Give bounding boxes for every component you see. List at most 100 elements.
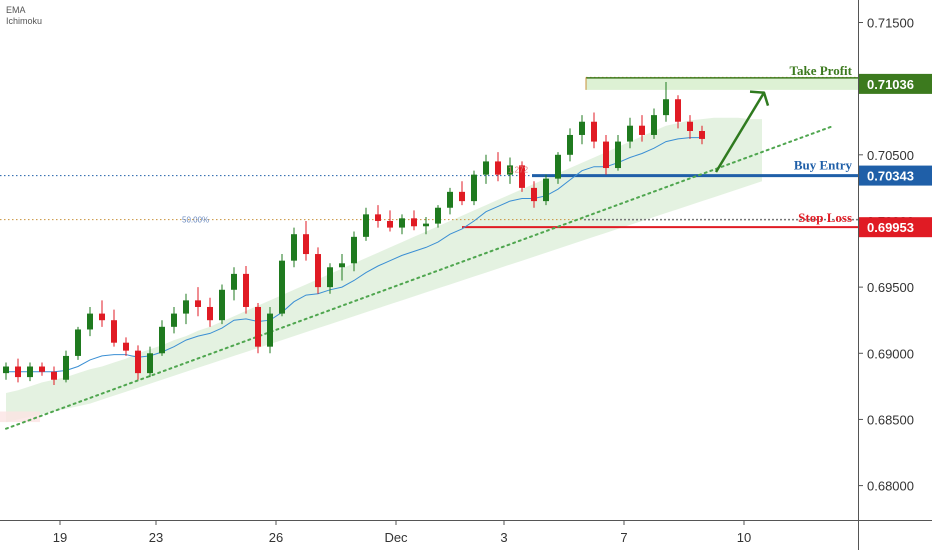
candle-body — [231, 273, 237, 290]
trendline-layer — [5, 124, 835, 430]
candle-body — [375, 214, 381, 221]
target-arrow-shaft — [714, 92, 766, 173]
candle-body — [51, 371, 57, 380]
candle-body — [615, 141, 621, 169]
target-arrow-head — [749, 90, 770, 107]
candle-body — [555, 154, 561, 179]
candle-body — [39, 366, 45, 372]
candle-body — [219, 289, 225, 321]
candle-body — [15, 366, 21, 378]
candle-body — [399, 218, 405, 228]
candle-body — [111, 320, 117, 343]
candle-body — [675, 99, 681, 122]
candle-body — [579, 121, 585, 135]
candle-body — [435, 207, 441, 224]
candle-body — [363, 214, 369, 237]
candle-body — [63, 355, 69, 380]
candle-body — [687, 121, 693, 131]
buy-entry-label: Buy Entry — [794, 158, 853, 173]
time-tick-label: 7 — [620, 530, 627, 545]
candle-body — [291, 234, 297, 261]
stop-loss-price-badge — [859, 217, 932, 238]
indicator-label: EMA — [6, 5, 26, 15]
candles-layer — [3, 82, 705, 386]
price-tick-label: 0.70500 — [867, 148, 914, 163]
candle-body — [639, 125, 645, 135]
fib-1272-label: 1.272 — [508, 166, 529, 175]
candle-body — [279, 260, 285, 314]
candle-body — [303, 234, 309, 255]
buy-entry-price-value: 0.70343 — [867, 169, 914, 184]
candle-body — [171, 313, 177, 327]
candle-body — [267, 313, 273, 347]
ichimoku-cloud-layer — [0, 117, 762, 423]
candle-body — [315, 254, 321, 288]
candle-body — [207, 306, 213, 321]
candle-body — [147, 353, 153, 374]
candle-body — [471, 174, 477, 202]
take-profit-zone — [586, 77, 858, 90]
time-tick-label: 10 — [737, 530, 751, 545]
candle-body — [651, 115, 657, 135]
candle-body — [255, 306, 261, 347]
take-profit-price-badge — [859, 73, 932, 94]
price-tick-label: 0.68500 — [867, 412, 914, 427]
price-tick-label: 0.68000 — [867, 479, 914, 494]
candle-body — [603, 141, 609, 169]
time-tick-label: 19 — [53, 530, 67, 545]
candle-body — [627, 125, 633, 142]
candle-body — [495, 161, 501, 175]
price-tick-label: 0.71500 — [867, 15, 914, 30]
candle-body — [339, 263, 345, 268]
candle-body — [663, 99, 669, 116]
candle-body — [531, 187, 537, 202]
candle-body — [195, 300, 201, 307]
candle-body — [87, 313, 93, 330]
candle-body — [423, 223, 429, 227]
buy-entry-price-badge — [859, 165, 932, 186]
price-tick-label: 0.69500 — [867, 280, 914, 295]
time-tick-label: 23 — [149, 530, 163, 545]
candle-body — [447, 191, 453, 208]
indicator-label: Ichimoku — [6, 16, 42, 26]
candle-body — [27, 366, 33, 378]
candle-body — [483, 161, 489, 175]
stop-loss-label: Stop Loss — [798, 210, 852, 225]
stop-loss-price-value: 0.69953 — [867, 220, 914, 235]
candle-body — [351, 236, 357, 264]
candle-body — [327, 267, 333, 288]
ascending-trendline — [5, 124, 835, 430]
time-tick-label: Dec — [384, 530, 408, 545]
take-profit-price-value: 0.71036 — [867, 77, 914, 92]
take-profit-label: Take Profit — [790, 63, 853, 78]
candle-body — [159, 326, 165, 354]
time-tick-label: 26 — [269, 530, 283, 545]
fib-50-label: 50.00% — [182, 216, 209, 225]
candle-body — [3, 366, 9, 374]
candle-body — [459, 191, 465, 202]
candle-body — [387, 220, 393, 228]
candle-body — [699, 130, 705, 139]
candle-body — [135, 350, 141, 374]
candle-body — [411, 218, 417, 227]
candle-body — [591, 121, 597, 142]
candle-body — [183, 300, 189, 314]
candle-body — [567, 134, 573, 155]
annotation-layer: Take Profit Buy Entry Stop Loss 50.00% 1.272 — [182, 63, 853, 225]
candle-body — [543, 178, 549, 202]
ema-line — [6, 137, 702, 373]
candle-body — [519, 165, 525, 188]
candle-body — [99, 313, 105, 321]
price-tick-label: 0.69000 — [867, 346, 914, 361]
candle-body — [243, 273, 249, 307]
ichimoku-cloud — [6, 117, 762, 423]
candle-body — [75, 329, 81, 356]
candle-body — [507, 165, 513, 175]
candle-body — [123, 342, 129, 351]
ema-layer — [6, 137, 702, 373]
ichimoku-cloud-bearish — [0, 411, 40, 423]
time-tick-label: 3 — [500, 530, 507, 545]
